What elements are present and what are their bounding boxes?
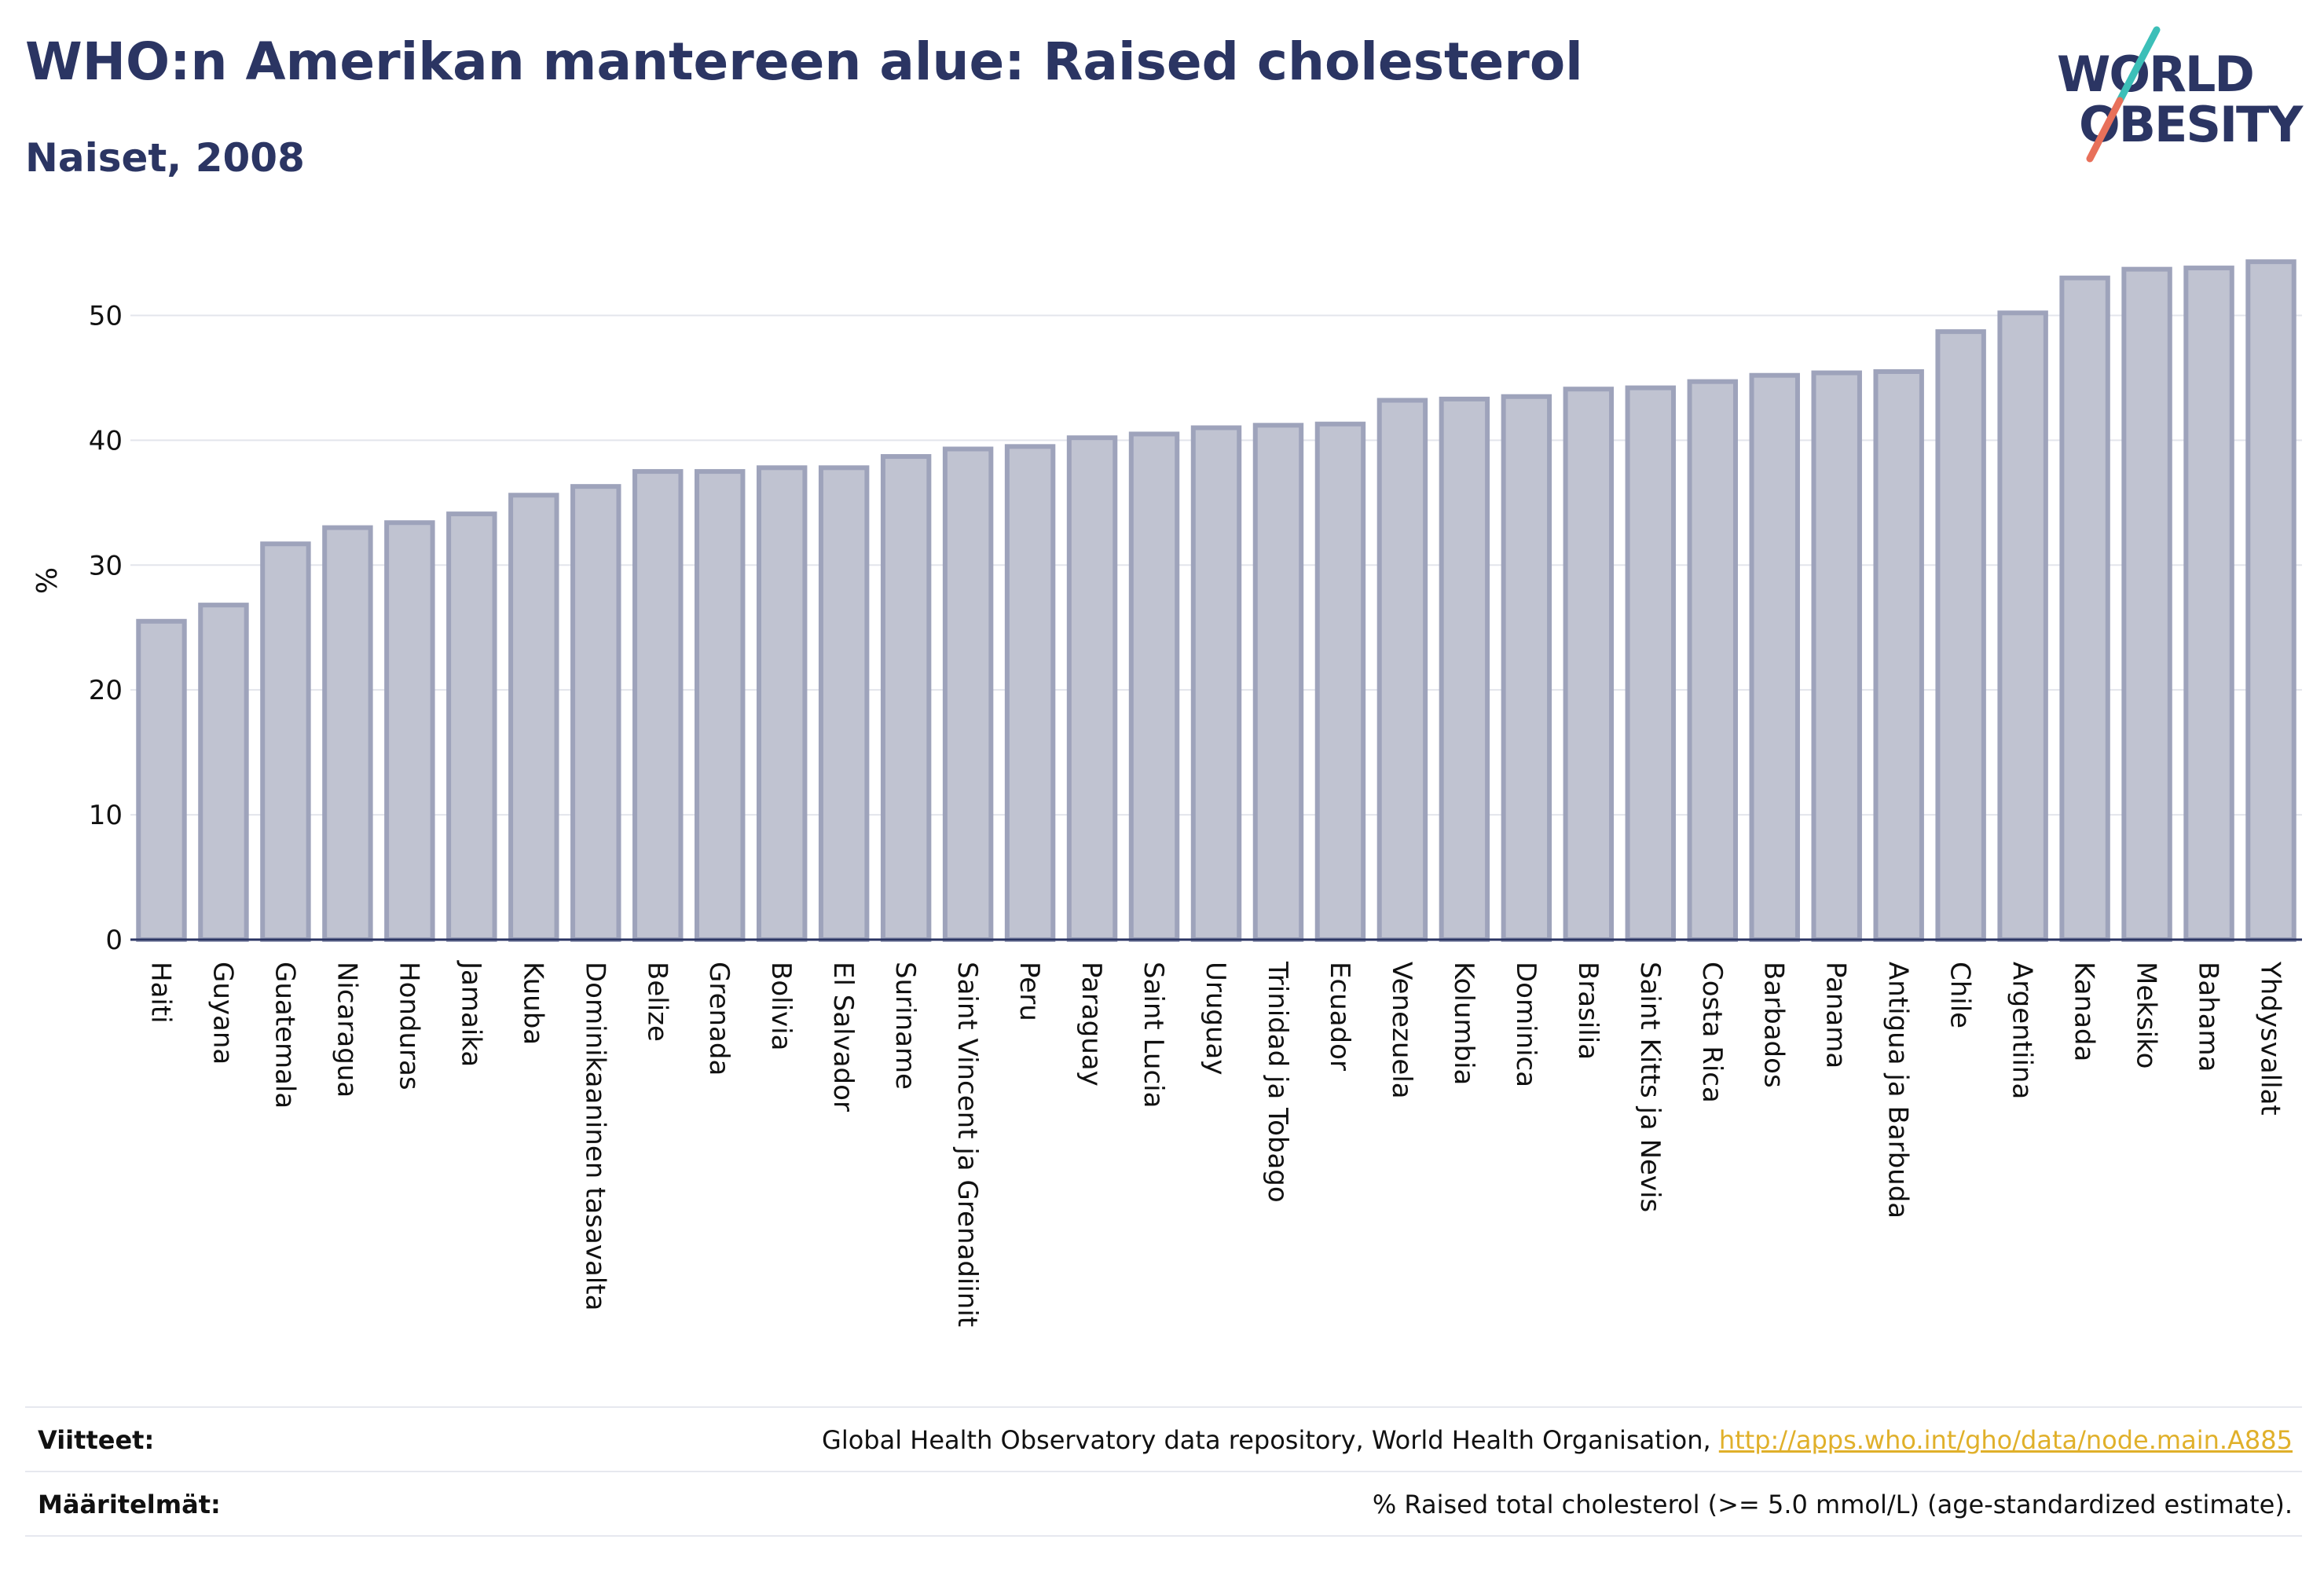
y-tick-label: 10 (89, 800, 123, 831)
x-tick-label: Brasilia (1572, 962, 1604, 1060)
sources-link[interactable]: http://apps.who.int/gho/data/node.main.A… (1718, 1425, 2293, 1455)
x-tick-label: Uruguay (1200, 962, 1231, 1076)
bar (2059, 275, 2110, 943)
bar (1376, 398, 1428, 942)
bar (1128, 431, 1180, 942)
bar (136, 618, 187, 942)
bar (756, 465, 808, 942)
x-tick-label: Chile (1945, 962, 1976, 1028)
bar (384, 520, 435, 942)
bar (1314, 421, 1366, 942)
logo-line-1: WORLD (2057, 46, 2253, 103)
world-obesity-logo: WORLD OBESITY (2057, 26, 2305, 163)
y-tick-label: 20 (89, 675, 123, 706)
x-tick-label: Peru (1014, 962, 1045, 1021)
y-tick-label: 30 (89, 550, 123, 581)
bar (1439, 396, 1490, 942)
footer-divider-top (25, 1406, 2302, 1408)
bar (1004, 444, 1056, 942)
bar (1811, 370, 1862, 942)
bar (1066, 435, 1118, 942)
x-tick-label: Yhdysvallat (2255, 961, 2286, 1116)
x-axis-labels: Haiti Guyana Guatemala Nicaragua Honduras Jam… (145, 960, 2286, 1327)
definitions-text: % Raised total cholesterol (>= 5.0 mmol/… (1372, 1490, 2293, 1519)
chart-subtitle: Naiset, 2008 (25, 135, 305, 181)
bar (632, 469, 684, 942)
sources-description: Global Health Observatory data repositor… (822, 1425, 1719, 1455)
bar (942, 446, 994, 942)
x-tick-label: Venezuela (1386, 962, 1417, 1099)
x-tick-label: Dominikaaninen tasavalta (579, 962, 610, 1310)
x-tick-label: Paraguay (1076, 962, 1107, 1087)
y-tick-label: 50 (89, 300, 123, 332)
bar (1935, 329, 1986, 942)
x-tick-label: Jamaika (455, 960, 486, 1067)
x-tick-label: Argentiina (2007, 962, 2038, 1099)
bar (2121, 266, 2172, 942)
x-tick-label: Saint Lucia (1138, 962, 1169, 1108)
x-tick-label: Saint Kitts ja Nevis (1634, 962, 1666, 1212)
x-tick-label: Guatemala (269, 962, 300, 1109)
bar (198, 603, 249, 943)
x-tick-label: Saint Vincent ja Grenadiinit (951, 962, 983, 1327)
bar (880, 454, 932, 942)
bar (1873, 368, 1924, 942)
x-tick-label: Costa Rica (1696, 962, 1728, 1103)
bar (508, 493, 559, 942)
x-tick-label: Bahama (2193, 962, 2224, 1072)
x-tick-label: Belize (641, 962, 673, 1042)
bar (1687, 379, 1738, 942)
bar (1749, 372, 1800, 942)
logo-slash-teal (2116, 26, 2161, 104)
bar (1252, 423, 1304, 942)
x-tick-label: Ecuador (1324, 962, 1355, 1071)
y-axis-label: % (31, 567, 64, 594)
definitions-label: Määritelmät: (38, 1490, 221, 1519)
footer-divider-bottom (25, 1535, 2302, 1537)
bar (818, 465, 870, 942)
x-tick-label: Dominica (1510, 962, 1541, 1087)
bar (260, 541, 311, 942)
bar-chart: 0 10 20 30 40 50 Haiti Guyana Guatemala Nicaragu… (31, 259, 2302, 1327)
x-tick-label: Bolivia (765, 962, 797, 1050)
x-tick-label: Haiti (145, 962, 176, 1024)
bar (695, 469, 746, 942)
y-tick-label: 0 (105, 925, 123, 956)
x-tick-label: El Salvador (827, 962, 859, 1112)
bar (2245, 259, 2297, 942)
bar (2183, 266, 2234, 942)
bars (136, 259, 2297, 943)
x-tick-label: Nicaragua (331, 962, 362, 1098)
bar (322, 525, 373, 942)
x-tick-label: Honduras (393, 962, 424, 1090)
chart-title: WHO:n Amerikan mantereen alue: Raised ch… (25, 31, 1583, 92)
x-tick-label: Kanada (2069, 962, 2100, 1061)
y-axis-ticks: 0 10 20 30 40 50 (89, 300, 123, 956)
y-tick-label: 40 (89, 425, 123, 456)
x-tick-label: Trinidad ja Tobago (1262, 961, 1293, 1203)
bar (570, 484, 621, 942)
bar (1625, 385, 1677, 942)
sources-label: Viitteet: (38, 1425, 155, 1455)
x-tick-label: Panama (1820, 962, 1852, 1068)
x-tick-label: Suriname (889, 962, 921, 1090)
x-tick-label: Grenada (703, 962, 735, 1076)
x-tick-label: Barbados (1758, 962, 1790, 1088)
sources-text: Global Health Observatory data repositor… (822, 1425, 2293, 1455)
footer-divider-middle (25, 1471, 2302, 1472)
bar (1563, 387, 1615, 942)
bar (1501, 394, 1552, 942)
bar (1190, 425, 1242, 942)
bar (446, 511, 497, 942)
x-tick-label: Guyana (207, 962, 238, 1065)
x-tick-label: Meksiko (2131, 962, 2162, 1068)
x-tick-label: Kolumbia (1448, 962, 1479, 1085)
x-tick-label: Kuuba (517, 962, 548, 1045)
bar (1997, 310, 2048, 942)
x-tick-label: Antigua ja Barbuda (1882, 962, 1914, 1219)
logo-slash-coral (2086, 97, 2124, 163)
